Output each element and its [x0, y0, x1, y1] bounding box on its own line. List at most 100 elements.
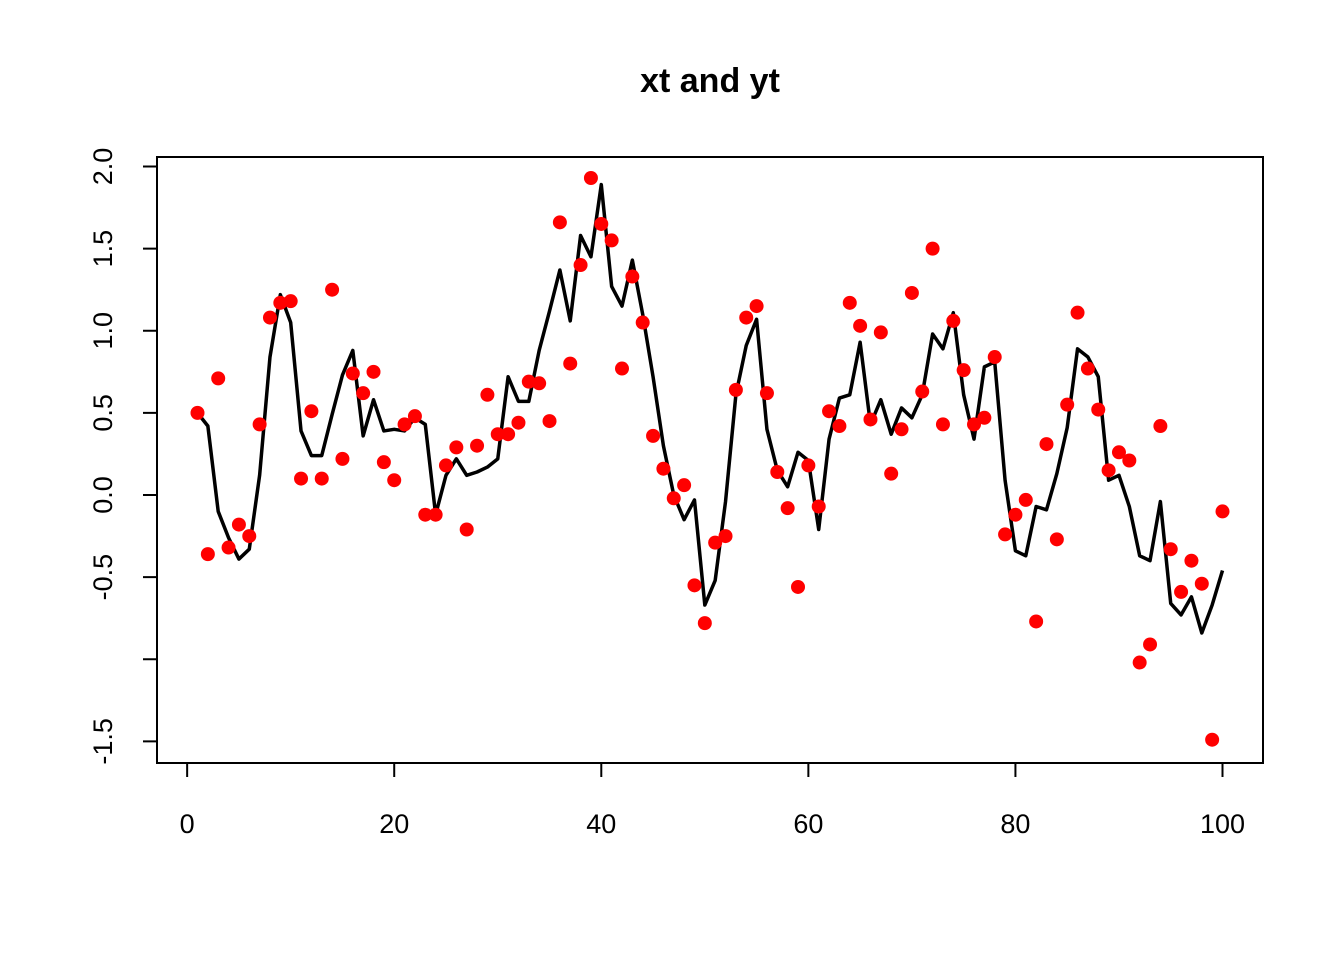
- data-point: [687, 578, 702, 593]
- data-point: [625, 269, 640, 284]
- data-point: [863, 412, 878, 427]
- data-point: [656, 461, 671, 476]
- data-point: [573, 258, 588, 273]
- data-point: [1215, 504, 1230, 519]
- data-point: [563, 356, 578, 371]
- data-point: [718, 529, 733, 544]
- x-tick-label: 40: [586, 809, 616, 839]
- data-point: [1143, 637, 1158, 652]
- data-point: [915, 384, 930, 399]
- data-point: [1184, 553, 1199, 568]
- data-point: [501, 427, 516, 442]
- data-point: [832, 419, 847, 434]
- data-point: [614, 361, 629, 376]
- data-point: [407, 409, 422, 424]
- data-point: [822, 404, 837, 419]
- data-point: [490, 427, 505, 442]
- data-point: [873, 325, 888, 340]
- series-points-group: [190, 170, 1230, 747]
- data-point: [1070, 305, 1085, 320]
- data-point: [1091, 402, 1106, 417]
- data-point: [552, 215, 567, 230]
- data-point: [356, 386, 371, 401]
- data-point: [739, 310, 754, 325]
- data-point: [1060, 397, 1075, 412]
- x-tick-label: 100: [1200, 809, 1245, 839]
- data-point: [1122, 453, 1137, 468]
- data-point: [470, 438, 485, 453]
- x-tick-label: 0: [180, 809, 195, 839]
- y-tick-label: 1.5: [88, 230, 118, 268]
- data-point: [438, 458, 453, 473]
- y-axis: 2.0 1.5 1.0 0.5 0.0 -0.5 -1.5: [88, 148, 158, 765]
- x-tick-label: 80: [1000, 809, 1030, 839]
- data-point: [894, 422, 909, 437]
- data-point: [1132, 655, 1147, 670]
- series-line: [196, 182, 1225, 635]
- data-point: [697, 616, 712, 631]
- data-point: [480, 387, 495, 402]
- y-tick-label: 2.0: [88, 148, 118, 186]
- data-point: [935, 417, 950, 432]
- data-point: [666, 491, 681, 506]
- data-point: [583, 170, 598, 185]
- y-tick-label: -1.5: [88, 718, 118, 765]
- data-point: [262, 310, 277, 325]
- data-point: [511, 415, 526, 430]
- data-point: [273, 295, 288, 310]
- x-axis: 0 20 40 60 80 100: [180, 762, 1245, 839]
- data-point: [635, 315, 650, 330]
- data-point: [1153, 419, 1168, 434]
- series-line-group: [196, 182, 1225, 635]
- data-point: [428, 507, 443, 522]
- data-point: [780, 501, 795, 516]
- data-point: [325, 282, 340, 297]
- data-point: [376, 455, 391, 470]
- data-point: [1008, 507, 1023, 522]
- chart-title: xt and yt: [640, 62, 780, 100]
- data-point: [242, 529, 257, 544]
- data-point: [304, 404, 319, 419]
- data-point: [283, 294, 298, 309]
- data-point: [811, 499, 826, 514]
- y-tick-label: 1.0: [88, 312, 118, 350]
- data-point: [987, 350, 1002, 365]
- data-point: [1080, 361, 1095, 376]
- data-point: [366, 364, 381, 379]
- data-point: [387, 473, 402, 488]
- data-point: [418, 507, 433, 522]
- data-point: [397, 417, 412, 432]
- y-tick-label: 0.5: [88, 394, 118, 432]
- data-point: [231, 517, 246, 532]
- data-point: [1101, 463, 1116, 478]
- data-point: [998, 527, 1013, 542]
- data-point: [842, 295, 857, 310]
- data-point: [759, 386, 774, 401]
- plot-frame: [156, 156, 1264, 764]
- data-point: [967, 417, 982, 432]
- data-point: [1174, 584, 1189, 599]
- data-point: [1049, 532, 1064, 547]
- data-point: [801, 458, 816, 473]
- data-point: [791, 579, 806, 594]
- data-point: [604, 233, 619, 248]
- data-point: [449, 440, 464, 455]
- data-point: [708, 535, 723, 550]
- y-tick-label: 0.0: [88, 476, 118, 514]
- data-point: [594, 216, 609, 231]
- data-point: [252, 417, 267, 432]
- data-point: [521, 374, 536, 389]
- data-point: [1039, 437, 1054, 452]
- data-point: [925, 241, 940, 256]
- data-point: [677, 478, 692, 493]
- data-point: [646, 428, 661, 443]
- data-point: [314, 471, 329, 486]
- data-point: [728, 382, 743, 397]
- data-point: [221, 540, 236, 555]
- data-point: [532, 376, 547, 391]
- data-point: [770, 465, 785, 480]
- data-point: [1163, 542, 1178, 557]
- data-point: [1111, 445, 1126, 460]
- data-point: [904, 285, 919, 300]
